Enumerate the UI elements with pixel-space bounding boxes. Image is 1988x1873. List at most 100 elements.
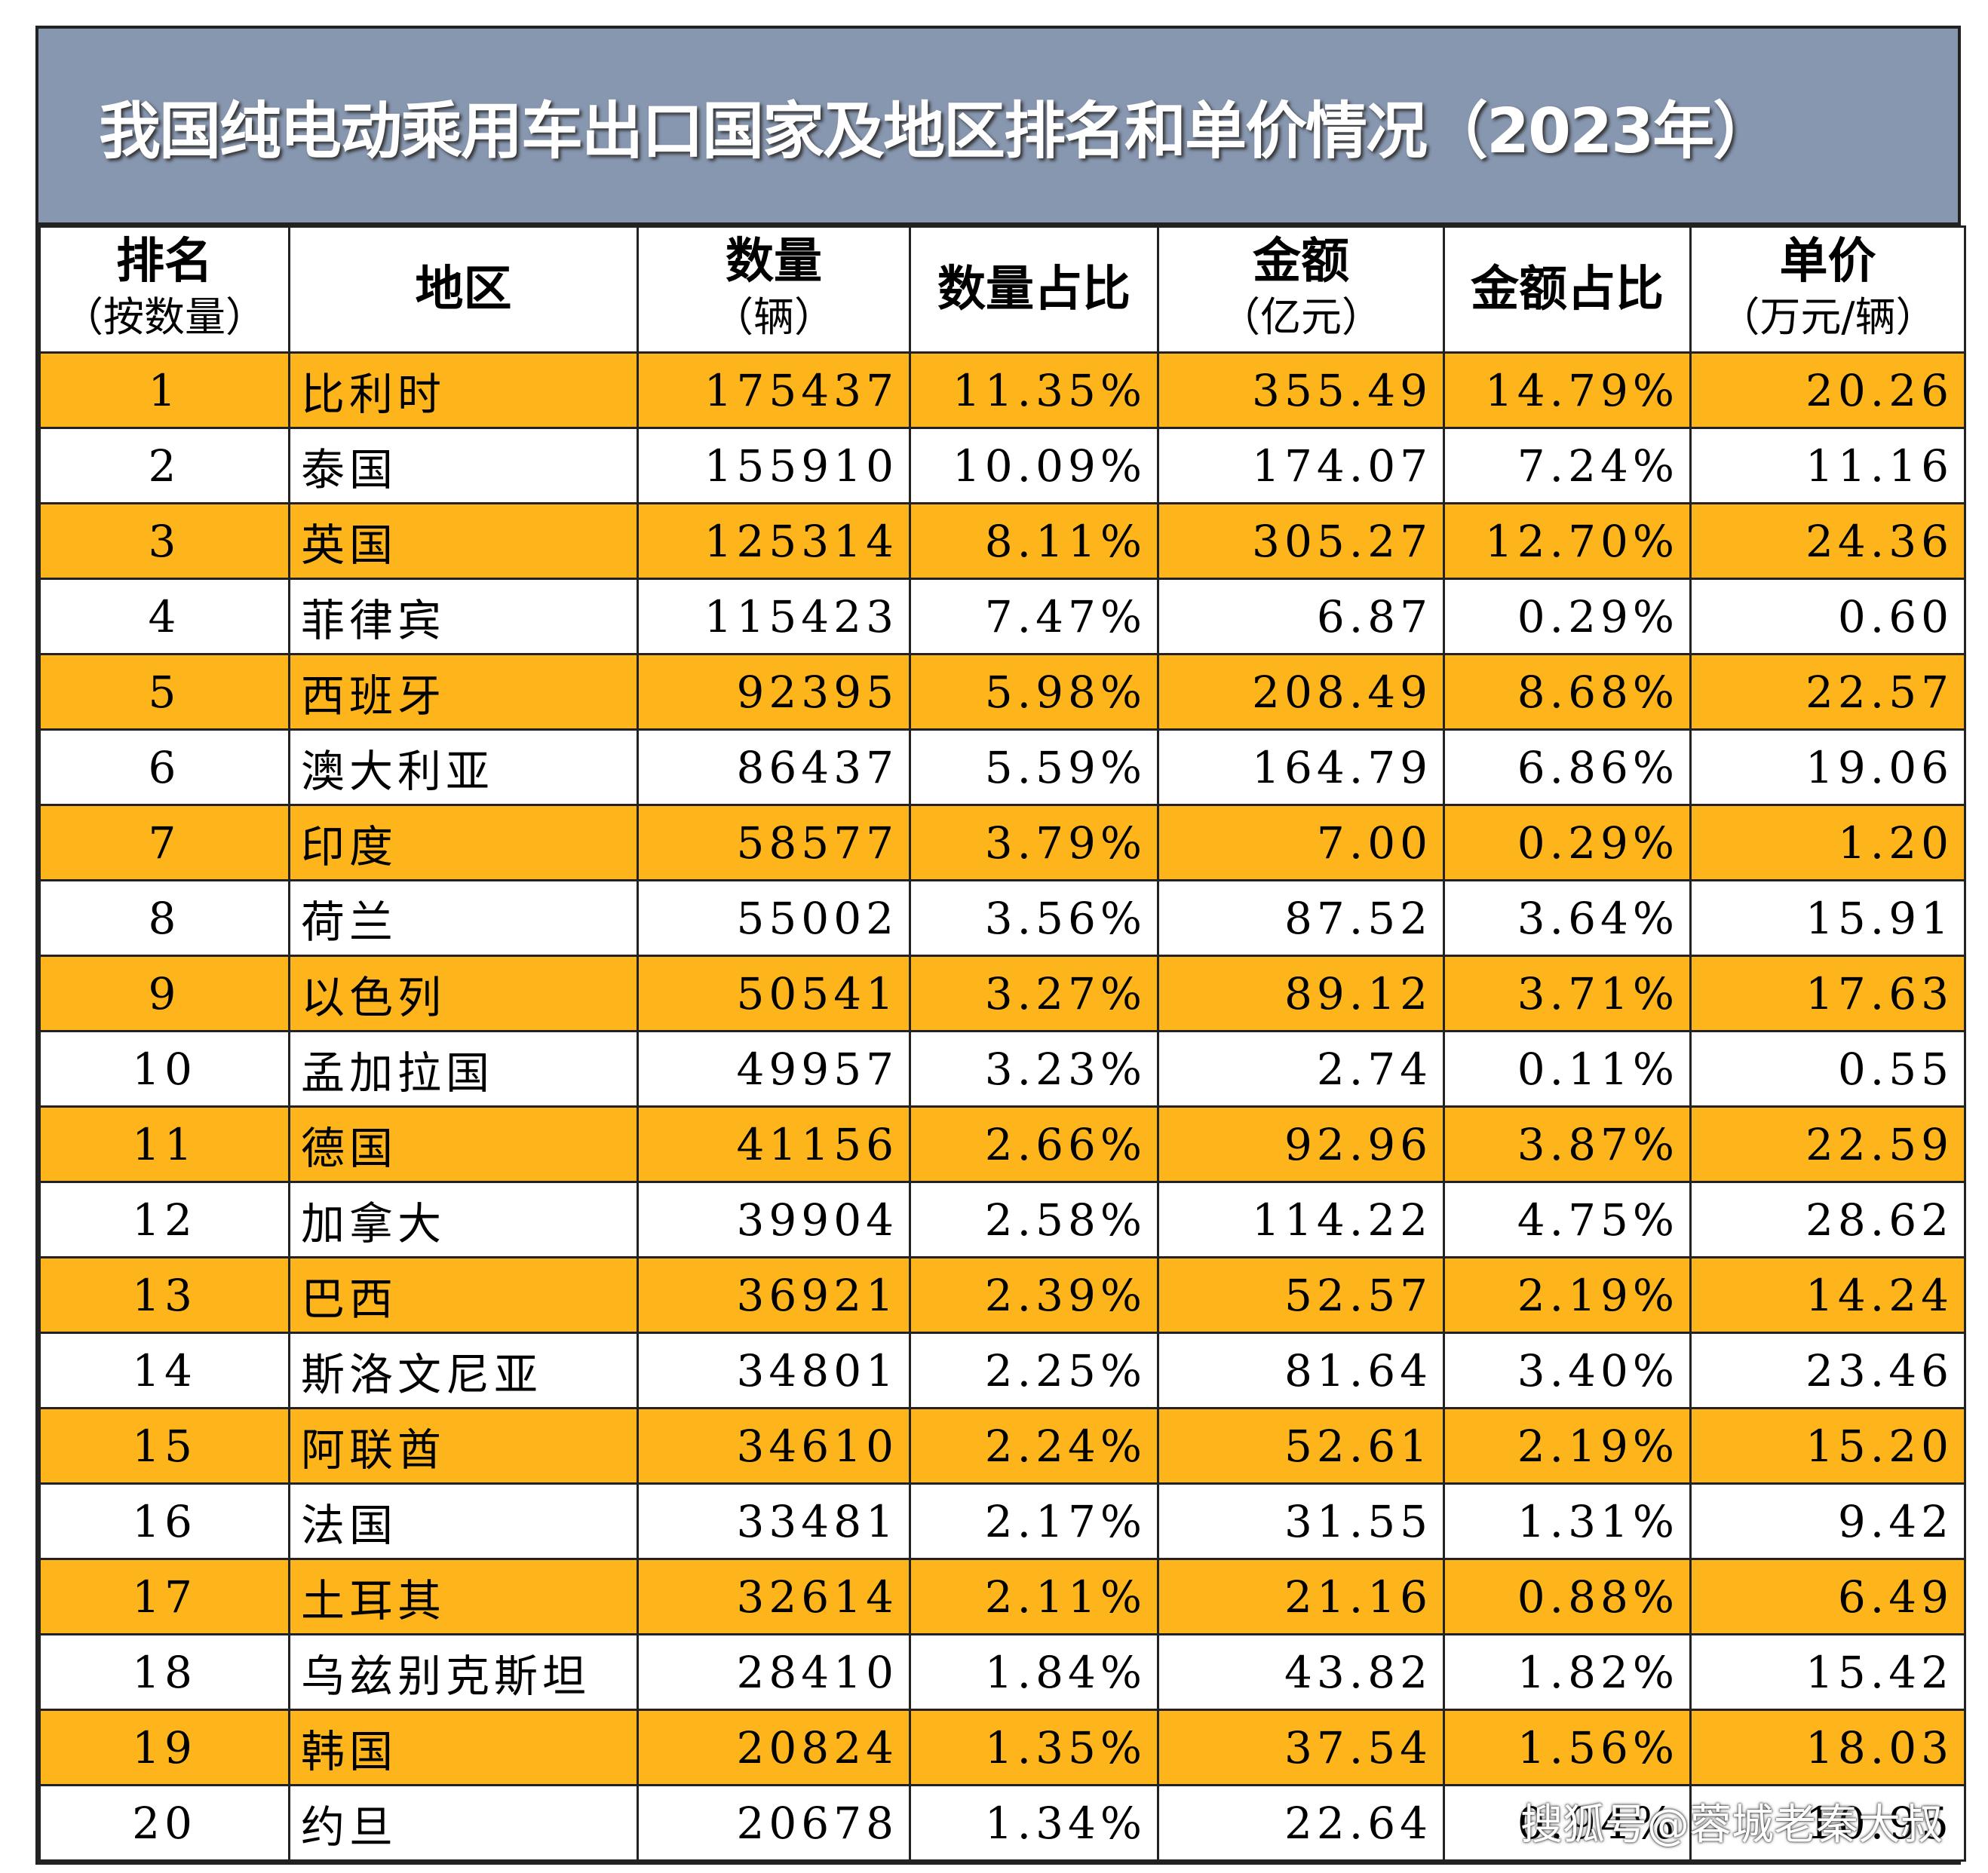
- table-cell: 5.98%: [909, 653, 1159, 731]
- table-cell: 巴西: [288, 1256, 639, 1334]
- table-cell: 58577: [637, 804, 911, 881]
- table-row: 14 斯洛文尼亚 34801 2.25% 81.64 3.40% 23.46: [38, 1332, 1966, 1409]
- table-cell: 14: [38, 1332, 290, 1409]
- table-row: 6 澳大利亚 86437 5.59% 164.79 6.86% 19.06: [38, 728, 1966, 806]
- table-cell: 20: [38, 1784, 290, 1862]
- header-main: 单价: [1779, 234, 1876, 290]
- table-cell: 86437: [637, 728, 911, 806]
- table-cell: 18.03: [1689, 1709, 1966, 1786]
- table-cell: 乌兹别克斯坦: [288, 1633, 639, 1711]
- table-row: 2 泰国 155910 10.09% 174.07 7.24% 11.16: [38, 427, 1966, 504]
- table-cell: 20.26: [1689, 351, 1966, 429]
- table-cell: 164.79: [1157, 728, 1445, 806]
- table-row: 15 阿联酋 34610 2.24% 52.61 2.19% 15.20: [38, 1407, 1966, 1485]
- table-cell: 孟加拉国: [288, 1030, 639, 1108]
- table-cell: 6.87: [1157, 578, 1445, 655]
- table-cell: 155910: [637, 427, 911, 504]
- table-cell: 20824: [637, 1709, 911, 1786]
- title: 我国纯电动乘用车出口国家及地区排名和单价情况（2023年）: [38, 29, 1958, 225]
- table-cell: 7.47%: [909, 578, 1159, 655]
- header-main: 金额: [1253, 234, 1349, 290]
- table-cell: 52.57: [1157, 1256, 1445, 1334]
- table-cell: 4: [38, 578, 290, 655]
- table-cell: 92395: [637, 653, 911, 731]
- table-cell: 174.07: [1157, 427, 1445, 504]
- header-main: 数量占比: [937, 262, 1131, 317]
- table-cell: 加拿大: [288, 1181, 639, 1258]
- table-cell: 34801: [637, 1332, 911, 1409]
- table-row: 17 土耳其 32614 2.11% 21.16 0.88% 6.49: [38, 1558, 1966, 1635]
- table-cell: 1: [38, 351, 290, 429]
- header-cell: 金额 （亿元）: [1157, 225, 1445, 354]
- header-cell: 单价 （万元/辆）: [1689, 225, 1966, 354]
- table-row: 16 法国 33481 2.17% 31.55 1.31% 9.42: [38, 1482, 1966, 1560]
- table-cell: 22.57: [1689, 653, 1966, 731]
- table-cell: 3: [38, 502, 290, 580]
- table-cell: 31.55: [1157, 1482, 1445, 1560]
- table-cell: 10.95: [1689, 1784, 1966, 1862]
- table-cell: 115423: [637, 578, 911, 655]
- header-sub: （万元/辆）: [1719, 293, 1937, 341]
- header-cell: 数量 （辆）: [637, 225, 911, 354]
- table-cell: 3.27%: [909, 955, 1159, 1032]
- table-cell: 43.82: [1157, 1633, 1445, 1711]
- table-row: 3 英国 125314 8.11% 305.27 12.70% 24.36: [38, 502, 1966, 580]
- table-cell: 1.82%: [1443, 1633, 1692, 1711]
- header-sub: （亿元）: [1219, 293, 1382, 341]
- table-cell: 1.35%: [909, 1709, 1159, 1786]
- table-cell: 2: [38, 427, 290, 504]
- table-cell: 英国: [288, 502, 639, 580]
- table-cell: 法国: [288, 1482, 639, 1560]
- table-cell: 28.62: [1689, 1181, 1966, 1258]
- table-row: 12 加拿大 39904 2.58% 114.22 4.75% 28.62: [38, 1181, 1966, 1258]
- table-cell: 2.24%: [909, 1407, 1159, 1485]
- table-cell: 11.16: [1689, 427, 1966, 504]
- table-cell: 19: [38, 1709, 290, 1786]
- table-cell: 24.36: [1689, 502, 1966, 580]
- table-cell: 20678: [637, 1784, 911, 1862]
- table-cell: 175437: [637, 351, 911, 429]
- header-main: 排名: [116, 234, 213, 290]
- table-cell: 2.17%: [909, 1482, 1159, 1560]
- table-row: 18 乌兹别克斯坦 28410 1.84% 43.82 1.82% 15.42: [38, 1633, 1966, 1711]
- table-cell: 3.87%: [1443, 1105, 1692, 1183]
- table-cell: 22.59: [1689, 1105, 1966, 1183]
- table-cell: 21.16: [1157, 1558, 1445, 1635]
- header-main: 数量: [726, 234, 822, 290]
- header-cell: 地区: [288, 225, 639, 354]
- table-cell: 92.96: [1157, 1105, 1445, 1183]
- table-cell: 11.35%: [909, 351, 1159, 429]
- table-cell: 1.31%: [1443, 1482, 1692, 1560]
- table-cell: 8: [38, 879, 290, 957]
- table-row: 11 德国 41156 2.66% 92.96 3.87% 22.59: [38, 1105, 1966, 1183]
- table-cell: 2.11%: [909, 1558, 1159, 1635]
- table-cell: 斯洛文尼亚: [288, 1332, 639, 1409]
- header-row: 排名 （按数量） 地区 数量 （辆） 数量占比 金额 （亿元） 金额占比 单价 （万元/辆）: [38, 225, 1966, 354]
- table-cell: 55002: [637, 879, 911, 957]
- table-cell: 0.88%: [1443, 1558, 1692, 1635]
- table-cell: 13: [38, 1256, 290, 1334]
- table-cell: 2.19%: [1443, 1407, 1692, 1485]
- header-cell: 排名 （按数量）: [38, 225, 290, 354]
- table-cell: 2.25%: [909, 1332, 1159, 1409]
- table-cell: 4.75%: [1443, 1181, 1692, 1258]
- table-cell: 3.56%: [909, 879, 1159, 957]
- table-cell: 37.54: [1157, 1709, 1445, 1786]
- table-cell: 以色列: [288, 955, 639, 1032]
- table-cell: 16: [38, 1482, 290, 1560]
- table-cell: 23.46: [1689, 1332, 1966, 1409]
- table-cell: 0.94%: [1443, 1784, 1692, 1862]
- table-cell: 2.19%: [1443, 1256, 1692, 1334]
- table-cell: 0.29%: [1443, 578, 1692, 655]
- table-row: 5 西班牙 92395 5.98% 208.49 8.68% 22.57: [38, 653, 1966, 731]
- header-cell: 数量占比: [909, 225, 1159, 354]
- table-cell: 2.39%: [909, 1256, 1159, 1334]
- table-row: 9 以色列 50541 3.27% 89.12 3.71% 17.63: [38, 955, 1966, 1032]
- table-cell: 41156: [637, 1105, 911, 1183]
- table-cell: 0.11%: [1443, 1030, 1692, 1108]
- table-cell: 5: [38, 653, 290, 731]
- table-cell: 2.66%: [909, 1105, 1159, 1183]
- header-main: 地区: [415, 262, 512, 317]
- table-cell: 7: [38, 804, 290, 881]
